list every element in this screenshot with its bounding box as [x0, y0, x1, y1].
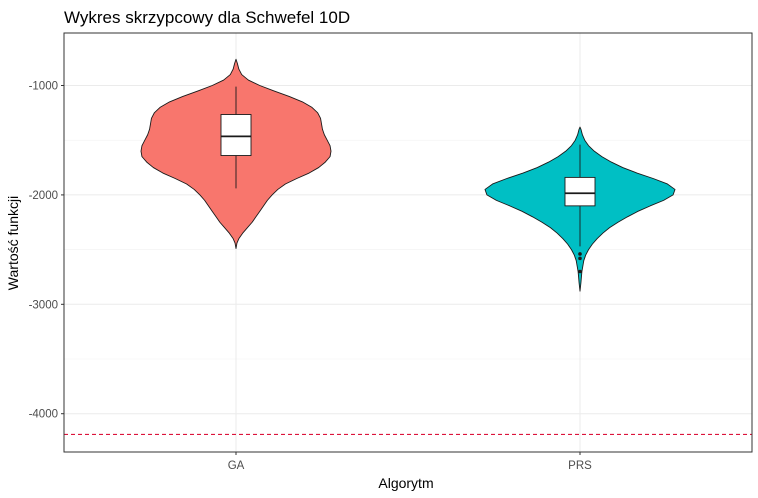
box-iqr [220, 114, 252, 156]
outlier-point [578, 269, 582, 274]
violin-group-prs [484, 126, 676, 292]
x-tick-label: GA [228, 460, 245, 472]
chart-title: Wykres skrzypcowy dla Schwefel 10D [64, 8, 350, 27]
y-tick-label: -3000 [29, 299, 58, 311]
panel-border [63, 32, 753, 453]
x-tick-label: PRS [568, 460, 592, 472]
y-tick-label: -2000 [29, 190, 58, 202]
x-axis-title: Algorytm [378, 475, 433, 491]
plot-area: -1000 -2000 -3000 -4000 GA PRS [29, 32, 753, 472]
violin-group-ga [140, 58, 332, 249]
outlier-point [578, 252, 582, 256]
y-axis-title: Wartość funkcji [5, 196, 21, 290]
y-tick-label: -1000 [29, 81, 58, 93]
outlier-point [578, 256, 582, 261]
y-tick-label: -4000 [29, 409, 58, 421]
box-iqr [564, 176, 596, 207]
